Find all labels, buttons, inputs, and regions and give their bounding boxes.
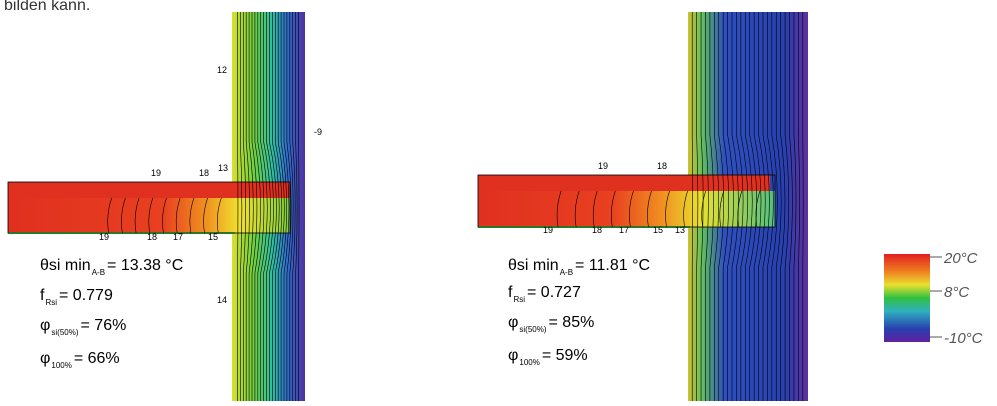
isotherm-label: 19	[151, 168, 161, 178]
isotherm-label: 15	[653, 225, 663, 235]
metric-subscript: 100%	[519, 358, 539, 367]
metric-subscript: si(50%)	[519, 325, 546, 334]
metric-subscript: 100%	[51, 361, 71, 370]
metric-subscript: si(50%)	[51, 328, 78, 337]
metric-subscript: Rsi	[513, 295, 525, 304]
simulation-left	[8, 12, 305, 401]
metric-value: = 0.779	[59, 287, 113, 304]
isotherm-label: 18	[199, 168, 209, 178]
metric-value: = 85%	[549, 314, 595, 331]
metric-value: = 76%	[81, 317, 127, 334]
metric-label: θsi min	[40, 257, 91, 274]
isotherm-label: 18	[657, 161, 667, 171]
figure: bilden kann. 12 -9 13 19 18 19 18 17 15 14 θsi min…	[0, 0, 997, 401]
legend-bar	[884, 254, 930, 342]
isotherm-label: 19	[543, 225, 553, 235]
isotherm-label: 18	[592, 225, 602, 235]
metric-subscript: A-B	[92, 268, 105, 277]
header-text: bilden kann.	[4, 0, 90, 14]
metric-subscript: Rsi	[45, 298, 57, 307]
metric-value: = 11.81 °C	[575, 257, 650, 274]
legend-label: 20°C	[943, 250, 978, 267]
isotherm-label: 12	[217, 65, 227, 75]
metric-subscript: A-B	[560, 268, 573, 277]
isotherm-label: 19	[99, 232, 109, 242]
isotherm-label: 15	[208, 232, 218, 242]
metric-label: f	[508, 284, 513, 301]
metric-label: φ	[508, 314, 518, 331]
isotherm-label: 13	[218, 163, 228, 173]
isotherm-label: -9	[314, 127, 322, 137]
metric-label: φ	[40, 350, 50, 367]
simulation-right	[478, 12, 808, 401]
legend-label: 8°C	[944, 284, 969, 301]
slab-top	[478, 175, 770, 191]
legend-label: -10°C	[944, 330, 983, 347]
metric-label: θsi min	[508, 257, 559, 274]
isotherm-label: 17	[619, 225, 629, 235]
isotherm-label: 18	[147, 232, 157, 242]
metric-value: = 0.727	[527, 284, 581, 301]
isotherm-label: 17	[173, 232, 183, 242]
metric-label: φ	[40, 317, 50, 334]
isotherm-label: 19	[598, 161, 608, 171]
isotherm-label: 14	[217, 295, 227, 305]
slab	[478, 191, 775, 227]
isotherm-label: 13	[675, 225, 685, 235]
metric-value: = 66%	[74, 350, 120, 367]
metric-value: = 13.38 °C	[107, 257, 183, 274]
metric-label: f	[40, 287, 45, 304]
metric-value: = 59%	[542, 347, 588, 364]
slab-top	[8, 182, 290, 198]
metric-label: φ	[508, 347, 518, 364]
